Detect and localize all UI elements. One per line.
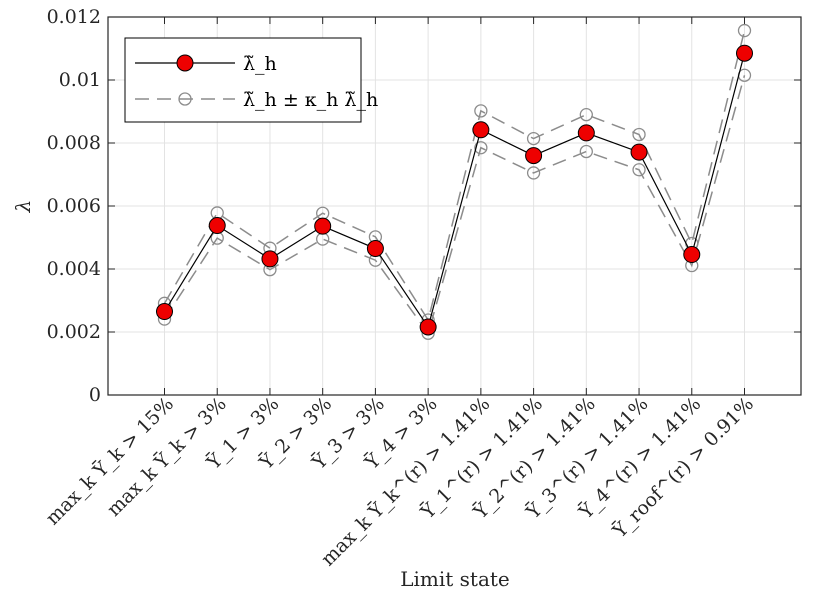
band-point-lower xyxy=(526,166,541,180)
legend-marker-main xyxy=(176,54,194,72)
band-point-upper xyxy=(632,127,646,142)
band-point-upper xyxy=(737,23,752,38)
main-series-point xyxy=(630,143,648,161)
band-point-upper xyxy=(526,131,541,146)
main-series-point xyxy=(419,318,437,336)
main-series-point xyxy=(736,44,753,62)
y-tick-label: 0 xyxy=(89,384,101,406)
band-line-upper xyxy=(163,30,746,322)
y-tick-label: 0.002 xyxy=(47,321,101,343)
band-point-lower xyxy=(579,144,593,159)
y-tick-label: 0.004 xyxy=(47,258,101,280)
main-series-point xyxy=(261,250,279,268)
band-line-lower xyxy=(163,75,746,335)
y-axis: 0 0.002 0.004 0.006 0.008 0.01 0.012 xyxy=(47,6,801,406)
y-axis-title: λ xyxy=(11,200,35,214)
legend-label-band: λ̃_h ± κ_h λ̃_h xyxy=(243,89,378,111)
main-series-point xyxy=(525,147,543,165)
y-tick-label: 0.008 xyxy=(47,132,101,154)
y-tick-label: 0.01 xyxy=(59,69,101,91)
legend: λ̃_h λ̃_h ± κ_h λ̃_h xyxy=(124,37,378,123)
y-tick-label: 0.012 xyxy=(47,6,101,28)
main-series-point xyxy=(314,217,332,235)
main-series-point xyxy=(472,121,490,139)
band-point-upper xyxy=(474,104,488,118)
main-series-point xyxy=(208,217,226,235)
band-point-lower xyxy=(632,163,646,177)
legend-label-main: λ̃_h xyxy=(243,53,277,75)
main-series-line xyxy=(163,53,746,329)
series-layer xyxy=(156,23,753,340)
x-axis-title: Limit state xyxy=(400,567,510,591)
band-point-upper xyxy=(579,108,593,122)
band-point-lower xyxy=(474,141,488,155)
legend-box xyxy=(124,37,362,123)
y-tick-label: 0.006 xyxy=(47,195,101,217)
x-axis: max_k Ῡ_k > 15%max_k Ῡ_k > 3%Ῡ_1 > 3%Ῡ_2… xyxy=(41,17,758,570)
main-series-point xyxy=(683,246,701,264)
legend-marker-band xyxy=(178,92,192,106)
main-series-point xyxy=(366,240,384,258)
main-series-point xyxy=(156,303,173,321)
main-series-point xyxy=(577,124,595,142)
